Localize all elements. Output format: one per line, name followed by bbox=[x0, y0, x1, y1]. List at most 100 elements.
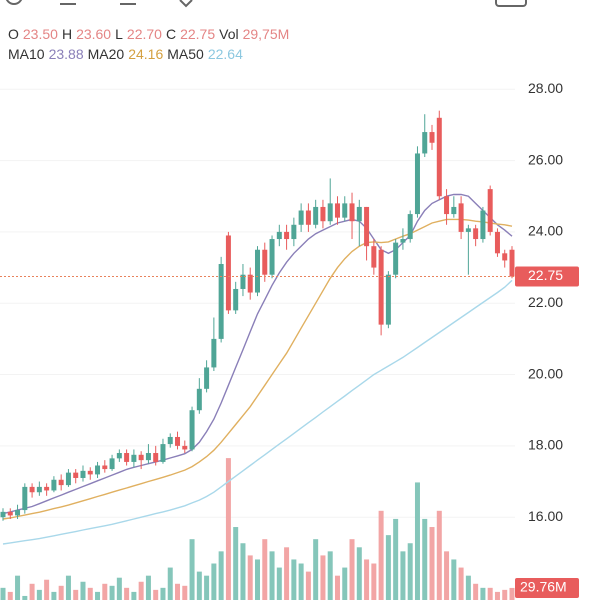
volume-bar bbox=[15, 575, 21, 600]
ohlc-value: 22.70 bbox=[126, 26, 162, 42]
candle-body bbox=[22, 486, 28, 511]
toolbar-button[interactable] bbox=[495, 0, 527, 7]
ma-line bbox=[2, 279, 513, 545]
ohlc-label: O bbox=[8, 26, 19, 42]
volume-bar bbox=[102, 583, 108, 600]
candle-body bbox=[145, 453, 151, 461]
candle-body bbox=[95, 465, 101, 475]
volume-bar bbox=[414, 482, 420, 600]
volume-bar bbox=[393, 518, 399, 600]
volume-bar bbox=[349, 539, 355, 600]
volume-bar bbox=[400, 551, 406, 600]
volume-bar bbox=[371, 563, 377, 600]
volume-bar bbox=[276, 567, 282, 600]
candle-body bbox=[465, 228, 471, 232]
volume-bar bbox=[422, 518, 428, 600]
candle-body bbox=[298, 210, 304, 225]
candle-body bbox=[15, 510, 21, 516]
candle-body bbox=[320, 206, 326, 222]
volume-bar bbox=[160, 587, 166, 600]
candle-body bbox=[109, 458, 115, 470]
volume-bar bbox=[444, 551, 450, 600]
candle-body bbox=[487, 189, 493, 232]
candle-body bbox=[349, 203, 355, 222]
volume-bar bbox=[334, 575, 340, 600]
candle-body bbox=[385, 274, 391, 325]
volume-bar bbox=[429, 527, 435, 600]
toolbar-icon[interactable] bbox=[5, 0, 23, 5]
volume-bar bbox=[240, 543, 246, 600]
volume-bar bbox=[225, 458, 231, 600]
ma-label: MA20 bbox=[87, 46, 125, 62]
candle-body bbox=[167, 436, 173, 445]
volume-bar bbox=[480, 587, 486, 600]
volume-bar bbox=[407, 543, 413, 600]
candle-body bbox=[364, 206, 370, 247]
volume-bar bbox=[80, 581, 86, 600]
volume-bar bbox=[487, 587, 493, 600]
volume-bar bbox=[451, 559, 457, 600]
volume-bar bbox=[95, 591, 101, 600]
ma-value: 24.16 bbox=[128, 46, 164, 62]
y-tick-label: 16.00 bbox=[528, 508, 563, 524]
candle-body bbox=[233, 288, 239, 311]
volume-bar bbox=[131, 591, 137, 600]
candle-body bbox=[414, 153, 420, 215]
y-tick-label: 24.00 bbox=[528, 223, 563, 239]
ma-value: 22.64 bbox=[207, 46, 243, 62]
candle-body bbox=[7, 511, 13, 516]
volume-bar bbox=[29, 583, 35, 600]
candle-body bbox=[393, 242, 399, 275]
volume-bar bbox=[65, 575, 71, 600]
candle-body bbox=[182, 445, 188, 450]
volume-bar bbox=[73, 589, 79, 600]
candle-body bbox=[225, 235, 231, 311]
candle-body bbox=[291, 224, 297, 240]
y-tick-label: 18.00 bbox=[528, 437, 563, 453]
volume-bar bbox=[313, 539, 319, 600]
candle-body bbox=[44, 486, 50, 491]
candle-body bbox=[305, 210, 311, 225]
ohlc-label: C bbox=[165, 26, 177, 42]
candle-body bbox=[262, 249, 268, 275]
volume-bar bbox=[116, 577, 122, 600]
y-tick-label: 20.00 bbox=[528, 365, 563, 381]
volume-bar bbox=[291, 559, 297, 600]
toolbar-icons[interactable] bbox=[60, 0, 193, 8]
candle-body bbox=[356, 206, 362, 222]
candle-body bbox=[153, 453, 159, 462]
candle-body bbox=[211, 338, 217, 368]
candle-body bbox=[509, 249, 515, 277]
candle-body bbox=[269, 239, 275, 275]
volume-bar bbox=[196, 571, 202, 600]
candle-body bbox=[407, 214, 413, 240]
ma-line bbox=[2, 193, 513, 515]
candle-body bbox=[73, 472, 79, 478]
volume-bar bbox=[124, 587, 130, 600]
volume-bar bbox=[182, 585, 188, 600]
candle-body bbox=[36, 486, 42, 493]
candle-body bbox=[29, 486, 35, 493]
candle-body bbox=[116, 453, 122, 459]
candle-body bbox=[124, 453, 130, 462]
volume-bar bbox=[87, 587, 93, 600]
y-tick-label: 22.00 bbox=[528, 294, 563, 310]
candle-body bbox=[284, 231, 290, 240]
volume-bar bbox=[378, 510, 384, 600]
volume-bar bbox=[509, 587, 515, 600]
candle-body bbox=[65, 472, 71, 486]
ohlc-label: Vol bbox=[219, 26, 239, 42]
volume-bar bbox=[298, 563, 304, 600]
volume-bar bbox=[167, 567, 173, 600]
volume-bar bbox=[51, 591, 57, 600]
volume-bar bbox=[494, 591, 500, 600]
volume-bar bbox=[204, 575, 210, 600]
candle-body bbox=[196, 388, 202, 411]
volume-bar bbox=[364, 559, 370, 600]
ohlc-label: H bbox=[61, 26, 73, 42]
candle-body bbox=[247, 274, 253, 293]
ohlc-label: L bbox=[115, 26, 123, 42]
volume-bar bbox=[284, 547, 290, 600]
candle-body bbox=[276, 231, 282, 240]
